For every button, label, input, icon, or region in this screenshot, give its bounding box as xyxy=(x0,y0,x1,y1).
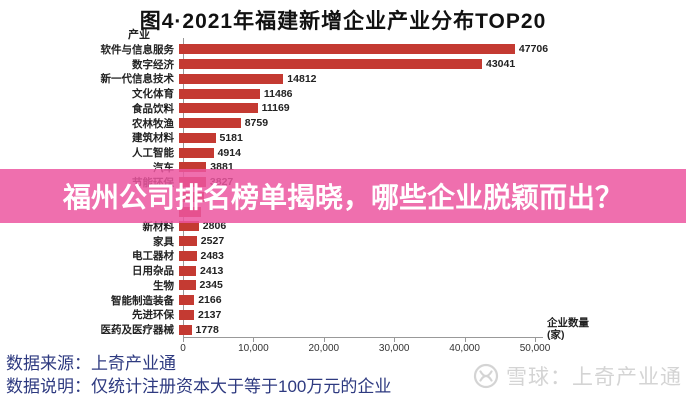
bar-row-label: 生物 xyxy=(153,279,174,292)
bar-row-label: 先进环保 xyxy=(132,309,174,322)
bar-value-label: 2137 xyxy=(198,308,222,321)
bar xyxy=(179,324,192,335)
bar-row-label: 智能制造装备 xyxy=(111,294,174,307)
bar-row-label: 医药及医疗器械 xyxy=(100,324,175,337)
data-source-text: 数据来源：上奇产业通 xyxy=(6,354,176,373)
bar xyxy=(179,236,197,247)
bar-row-label: 食品饮料 xyxy=(132,102,174,115)
bar-row: 人工智能 4914 xyxy=(0,145,686,160)
bar-row: 电工器材 2483 xyxy=(0,249,686,264)
bar-row: 软件与信息服务 47706 xyxy=(0,42,686,57)
bar-value-label: 11486 xyxy=(263,87,293,100)
bar-rows: 软件与信息服务 47706 数字经济 43041 新一代信息技术 14812 文化体育 114… xyxy=(0,42,686,337)
bar xyxy=(179,250,197,261)
bar-row-label: 数字经济 xyxy=(132,58,174,71)
bar-value-label: 2345 xyxy=(199,279,223,292)
x-axis-tick xyxy=(535,338,536,342)
bar-row-label: 人工智能 xyxy=(132,147,174,160)
x-axis-tick xyxy=(183,338,184,342)
headline-text: 福州公司排名榜单揭晓，哪些企业脱颖而出？ xyxy=(62,182,623,213)
bar-row: 智能制造装备 2166 xyxy=(0,293,686,308)
headline-banner: 福州公司排名榜单揭晓，哪些企业脱颖而出？ xyxy=(0,169,686,223)
bar-row: 文化体育 11486 xyxy=(0,86,686,101)
x-axis-tick xyxy=(464,338,466,342)
x-axis-tick-label: 10,000 xyxy=(238,343,269,354)
bar-value-label: 14812 xyxy=(287,72,317,85)
bar-value-label: 4914 xyxy=(217,146,241,159)
bar-row: 生物 2345 xyxy=(0,278,686,293)
xaxis-title-line1: 企业数量 xyxy=(547,317,589,329)
bar-value-label: 1778 xyxy=(195,323,219,336)
bar xyxy=(179,162,207,173)
x-axis-tick xyxy=(323,338,325,342)
bar-value-label: 11169 xyxy=(261,102,290,115)
bar xyxy=(179,147,214,158)
bar-value-label: 2166 xyxy=(198,294,222,307)
bar-value-label: 2527 xyxy=(200,235,225,248)
bar-value-label: 5181 xyxy=(219,131,243,144)
x-axis-line xyxy=(183,337,543,338)
bar xyxy=(179,265,196,276)
chart-title: 图4·2021年福建新增企业产业分布TOP20 xyxy=(139,10,547,33)
bar xyxy=(179,295,195,306)
bar xyxy=(179,221,199,232)
bar-row: 建筑材料 5181 xyxy=(0,131,686,146)
bar xyxy=(179,44,515,55)
x-axis-tick-label: 20,000 xyxy=(308,343,340,354)
bar xyxy=(179,118,241,129)
bar-value-label: 2483 xyxy=(200,249,224,262)
x-axis-tick-label: 0 xyxy=(180,343,186,354)
bar-row: 先进环保 2137 xyxy=(0,308,686,323)
bar-row-label: 文化体育 xyxy=(132,88,174,101)
bar-row-label: 新材料 xyxy=(142,220,175,233)
bar-row: 数字经济 43041 xyxy=(0,57,686,72)
x-axis-tick-label: 30,000 xyxy=(378,343,410,354)
bar-row: 农林牧渔 8759 xyxy=(0,116,686,131)
watermark-text: 雪球：上奇产业通 xyxy=(506,366,682,389)
bar-row: 新一代信息技术 14812 xyxy=(0,72,686,87)
bar-value-label: 8759 xyxy=(244,117,269,130)
x-axis-tick-label: 50,000 xyxy=(519,343,551,354)
bar-row: 新材料 2806 xyxy=(0,219,686,234)
x-axis-tick-label: 40,000 xyxy=(449,343,480,354)
bar-row-label: 软件与信息服务 xyxy=(100,43,175,56)
bar xyxy=(179,132,216,143)
bar-row-label: 电工器材 xyxy=(132,250,174,263)
bar-row-label: 家具 xyxy=(153,235,174,248)
bar xyxy=(179,59,482,70)
bar-row: 日用杂品 2413 xyxy=(0,263,686,278)
bar-value-label: 2413 xyxy=(200,264,224,277)
bar xyxy=(179,280,196,291)
bar xyxy=(179,103,258,114)
bar-row: 食品饮料 11169 xyxy=(0,101,686,116)
bar xyxy=(179,309,194,320)
bar-row-label: 农林牧渔 xyxy=(132,117,174,130)
data-note-text: 数据说明：仅统计注册资本大于等于100万元的企业 xyxy=(6,377,392,396)
bar-row-label: 建筑材料 xyxy=(132,132,174,145)
bar-row-label: 新一代信息技术 xyxy=(100,73,175,86)
x-axis-tick xyxy=(253,338,255,342)
bar-value-label: 43041 xyxy=(486,58,516,71)
xaxis-title-line2: (家) xyxy=(547,329,565,341)
yaxis-title: 产业 xyxy=(128,29,150,41)
bar-row: 医药及医疗器械 1778 xyxy=(0,322,686,337)
bar xyxy=(179,73,284,84)
xueqiu-logo-icon xyxy=(473,363,499,389)
xaxis-title: 企业数量 (家) xyxy=(547,317,589,341)
bar-value-label: 2806 xyxy=(202,220,227,233)
watermark: 雪球：上奇产业通 xyxy=(473,361,682,391)
bar-row-label: 日用杂品 xyxy=(132,265,174,278)
x-axis-tick xyxy=(394,338,396,342)
bar xyxy=(179,88,260,99)
bar-row: 家具 2527 xyxy=(0,234,686,249)
bar-value-label: 47706 xyxy=(518,43,549,56)
